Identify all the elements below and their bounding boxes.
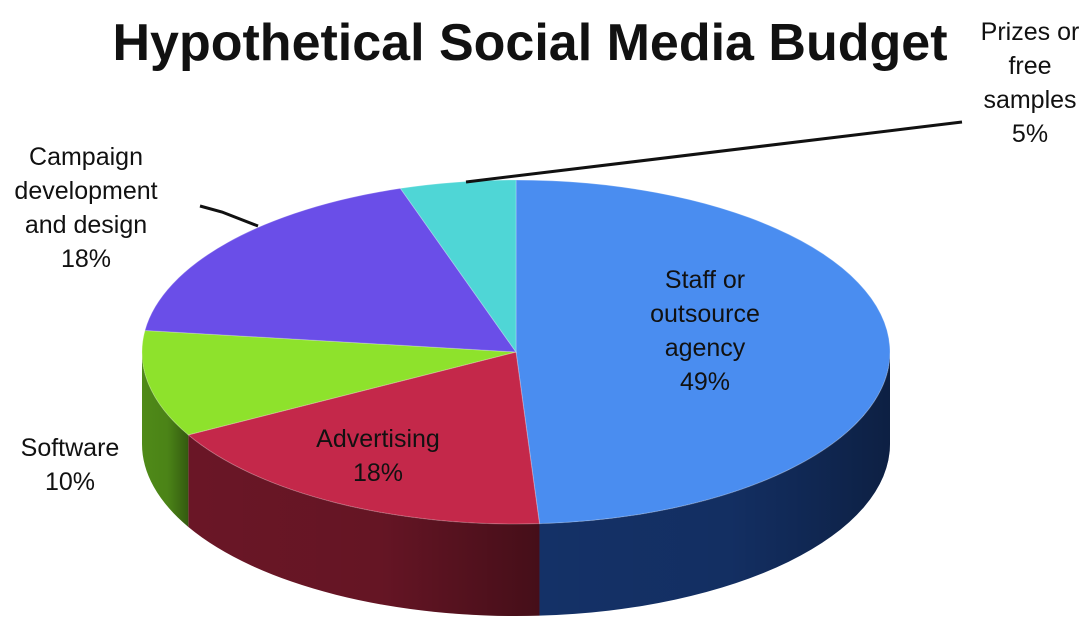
slice-category-label-staff-or-outsource-agency: Staff or — [665, 266, 745, 294]
pie-sides — [142, 352, 890, 616]
slice-labels: Staff or outsource agency 49% Advertising 18%… — [14, 18, 1079, 496]
pie-tops — [141, 179, 891, 525]
slice-value-label-advertising: 18% — [353, 459, 403, 487]
slice-category-label-staff-or-outsource-agency: agency — [665, 334, 746, 362]
slice-category-label-prizes-or-free-samples: Prizes or — [981, 18, 1080, 46]
pie-side-shade — [188, 434, 540, 616]
slice-value-label-staff-or-outsource-agency: 49% — [680, 368, 730, 396]
pie-slice-software — [141, 329, 517, 436]
pie-side-shade — [539, 352, 890, 616]
slice-category-label-advertising: Advertising — [316, 425, 440, 453]
pie-slice-campaign-development-and-design — [144, 187, 518, 353]
slice-category-label-campaign-development-and-design: development — [14, 177, 157, 205]
chart-title: Hypothetical Social Media Budget — [112, 14, 947, 72]
slice-category-label-campaign-development-and-design: and design — [25, 211, 147, 239]
slice-value-label-campaign-development-and-design: 18% — [61, 245, 111, 273]
slice-category-label-campaign-development-and-design: Campaign — [29, 143, 143, 171]
pie-slice-prizes-or-free-samples — [399, 179, 517, 354]
slice-category-label-prizes-or-free-samples: free — [1008, 52, 1051, 80]
pie-side-shade — [142, 352, 189, 527]
leader-line-campaign-development-and-design — [199, 204, 259, 228]
pie-slice-staff-or-outsource-agency — [515, 179, 891, 525]
slice-category-label-staff-or-outsource-agency: outsource — [650, 300, 760, 328]
slice-value-label-software: 10% — [45, 468, 95, 496]
slice-value-label-prizes-or-free-samples: 5% — [1012, 120, 1048, 148]
leader-lines — [199, 120, 963, 228]
pie-slice-advertising — [187, 351, 541, 525]
slice-category-label-software: Software — [21, 434, 120, 462]
leader-line-prizes-or-free-samples — [465, 120, 963, 184]
slice-category-label-prizes-or-free-samples: samples — [983, 86, 1076, 114]
